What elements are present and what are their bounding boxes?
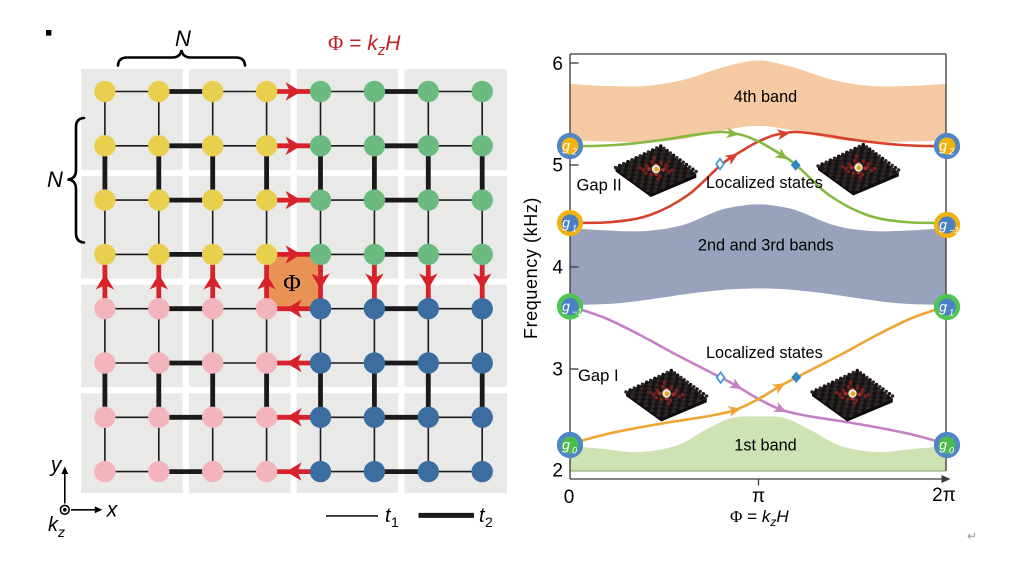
svg-text:−1: −1	[949, 226, 959, 236]
svg-text:Localized states: Localized states	[706, 174, 823, 192]
svg-text:g: g	[939, 299, 947, 315]
svg-text:↵: ↵	[967, 529, 977, 543]
svg-text:π: π	[752, 486, 765, 507]
svg-text:t: t	[385, 505, 392, 527]
svg-text:N: N	[175, 26, 191, 51]
svg-text:g: g	[562, 215, 570, 231]
svg-text:2: 2	[948, 147, 954, 157]
svg-text:4: 4	[552, 258, 563, 279]
svg-text:2: 2	[571, 147, 577, 157]
svg-text:k: k	[48, 514, 59, 536]
svg-text:Φ = kzH: Φ = kzH	[730, 507, 789, 529]
svg-text:Gap II: Gap II	[577, 176, 622, 195]
svg-text:0: 0	[564, 487, 575, 508]
svg-text:4th band: 4th band	[734, 88, 797, 106]
svg-text:y: y	[49, 454, 63, 477]
svg-text:g: g	[939, 437, 947, 453]
svg-text:Φ: Φ	[283, 271, 301, 297]
svg-text:t: t	[479, 505, 486, 527]
svg-text:0: 0	[949, 446, 954, 456]
svg-text:g: g	[939, 217, 947, 233]
svg-text:2: 2	[485, 514, 493, 530]
svg-text:g: g	[562, 138, 570, 154]
svg-text:z: z	[57, 524, 65, 540]
svg-text:Frequency (kHz): Frequency (kHz)	[521, 197, 541, 339]
svg-text:2: 2	[552, 461, 563, 482]
svg-text:Φ = kzH: Φ = kzH	[328, 31, 401, 59]
svg-text:−1: −1	[572, 307, 582, 317]
svg-text:x: x	[106, 499, 119, 522]
svg-text:2π: 2π	[932, 485, 956, 506]
svg-text:Gap I: Gap I	[578, 366, 619, 385]
svg-text:1: 1	[572, 224, 577, 234]
svg-text:N: N	[47, 167, 63, 192]
svg-text:1: 1	[391, 514, 399, 530]
svg-text:g: g	[939, 138, 947, 154]
svg-text:6: 6	[552, 54, 563, 75]
svg-text:Localized states: Localized states	[706, 344, 823, 362]
svg-text:0: 0	[572, 446, 577, 456]
svg-text:3: 3	[552, 360, 563, 381]
svg-text:g: g	[562, 298, 570, 314]
svg-text:2nd and 3rd bands: 2nd and 3rd bands	[698, 237, 834, 255]
svg-text:g: g	[562, 437, 570, 453]
svg-text:1st band: 1st band	[734, 437, 796, 455]
svg-text:1: 1	[949, 308, 954, 318]
svg-text:5: 5	[552, 156, 563, 177]
